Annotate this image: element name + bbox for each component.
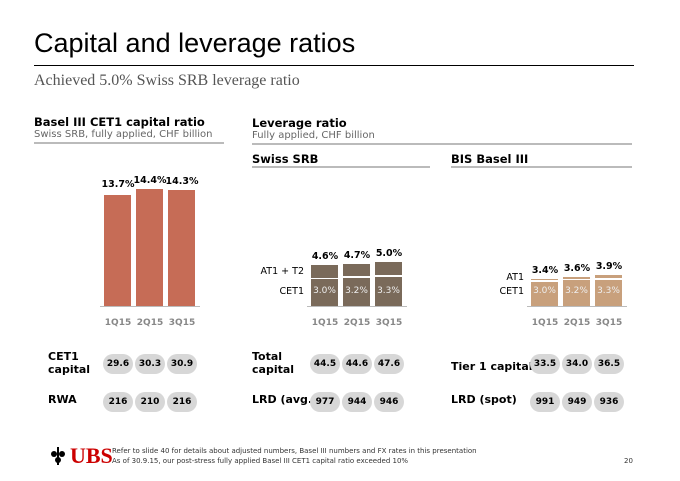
cet1-title: Basel III CET1 capital ratio (34, 115, 205, 129)
divider (451, 166, 632, 168)
metric-value-pill: 216 (167, 392, 197, 412)
metric-value-pill: 216 (103, 392, 133, 412)
bar-segment-cet1 (343, 277, 370, 306)
data-label: 13.7% (101, 179, 135, 191)
metric-value-pill: 949 (562, 392, 592, 412)
cet1-subtitle: Swiss SRB, fully applied, CHF billion (34, 129, 213, 140)
metric-value-pill: 33.5 (530, 354, 560, 374)
inner-label: 3.0% (313, 286, 336, 296)
metric-value-pill: 936 (594, 392, 624, 412)
legend-label: AT1 + T2 (260, 266, 304, 277)
page-subtitle: Achieved 5.0% Swiss SRB leverage ratio (34, 72, 300, 89)
legend-label: AT1 (506, 272, 524, 283)
metric-value-pill: 44.6 (342, 354, 372, 374)
page-title: Capital and leverage ratios (34, 28, 356, 58)
x-tick-label: 2Q15 (343, 318, 371, 328)
data-label: 14.3% (165, 176, 199, 188)
bar (136, 189, 163, 306)
x-tick-label: 1Q15 (104, 318, 132, 328)
x-tick-label: 3Q15 (168, 318, 196, 328)
bar-segment-at1-t2 (343, 264, 370, 276)
total-label: 5.0% (375, 247, 403, 259)
inner-label: 3.3% (377, 286, 400, 296)
metric-value-pill: 30.9 (167, 354, 197, 374)
x-tick-label: 2Q15 (563, 318, 591, 328)
bar (104, 195, 131, 306)
divider (252, 166, 430, 168)
page-number: 20 (624, 457, 633, 465)
legend-label-cet1: CET1 (279, 286, 304, 297)
x-axis (100, 306, 200, 307)
total-label: 4.7% (343, 250, 371, 262)
metric-value-pill: 47.6 (374, 354, 404, 374)
metric-label: LRD (spot) (451, 393, 517, 406)
bar-segment-cet1 (595, 279, 622, 306)
metric-label: Total capital (252, 350, 295, 376)
data-label: 14.4% (133, 175, 167, 187)
metric-value-pill: 977 (310, 392, 340, 412)
total-label: 3.4% (531, 264, 559, 276)
metric-label: LRD (avg.) (252, 393, 318, 406)
total-label: 3.9% (595, 260, 623, 272)
bar-segment-at1-t2 (311, 265, 338, 278)
metric-value-pill: 944 (342, 392, 372, 412)
metric-value-pill: 946 (374, 392, 404, 412)
bis-title: BIS Basel III (451, 152, 529, 166)
x-tick-label: 3Q15 (595, 318, 623, 328)
bar-segment-cet1 (531, 282, 558, 306)
ubs-keys-logo-icon (48, 446, 68, 466)
x-tick-label: 1Q15 (531, 318, 559, 328)
metric-label: CET1 capital (48, 350, 91, 376)
leverage-subtitle: Fully applied, CHF billion (252, 130, 375, 141)
bar-segment-at1 (531, 278, 558, 281)
metric-value-pill: 210 (135, 392, 165, 412)
metric-value-pill: 36.5 (594, 354, 624, 374)
metric-value-pill: 991 (530, 392, 560, 412)
inner-label: 3.2% (565, 286, 588, 296)
total-label: 3.6% (563, 263, 591, 275)
inner-label: 3.3% (597, 286, 620, 296)
x-axis (307, 306, 407, 307)
swiss-srb-title: Swiss SRB (252, 152, 319, 166)
ubs-logo: UBS (70, 443, 113, 468)
x-tick-label: 1Q15 (311, 318, 339, 328)
bar-segment-at1-t2 (375, 261, 402, 276)
bar (168, 190, 195, 306)
bar-segment-cet1 (375, 276, 402, 306)
divider (34, 142, 224, 144)
bar-segment-cet1 (563, 280, 590, 306)
title-rule (34, 65, 634, 66)
divider (252, 143, 632, 145)
footnote: Refer to slide 40 for details about adju… (112, 447, 477, 455)
metric-label: Tier 1 capital (451, 360, 533, 373)
bar-segment-at1 (595, 274, 622, 279)
metric-label: RWA (48, 393, 77, 406)
metric-value-pill: 30.3 (135, 354, 165, 374)
inner-label: 3.0% (533, 286, 556, 296)
x-axis (527, 306, 627, 307)
metric-value-pill: 34.0 (562, 354, 592, 374)
footnote: As of 30.9.15, our post-stress fully app… (112, 457, 409, 465)
bar-segment-at1 (563, 277, 590, 279)
metric-value-pill: 29.6 (103, 354, 133, 374)
x-tick-label: 3Q15 (375, 318, 403, 328)
legend-label-cet1: CET1 (499, 286, 524, 297)
bar-segment-cet1 (311, 279, 338, 306)
leverage-title: Leverage ratio (252, 116, 347, 130)
x-tick-label: 2Q15 (136, 318, 164, 328)
total-label: 4.6% (311, 251, 339, 263)
inner-label: 3.2% (345, 286, 368, 296)
metric-value-pill: 44.5 (310, 354, 340, 374)
